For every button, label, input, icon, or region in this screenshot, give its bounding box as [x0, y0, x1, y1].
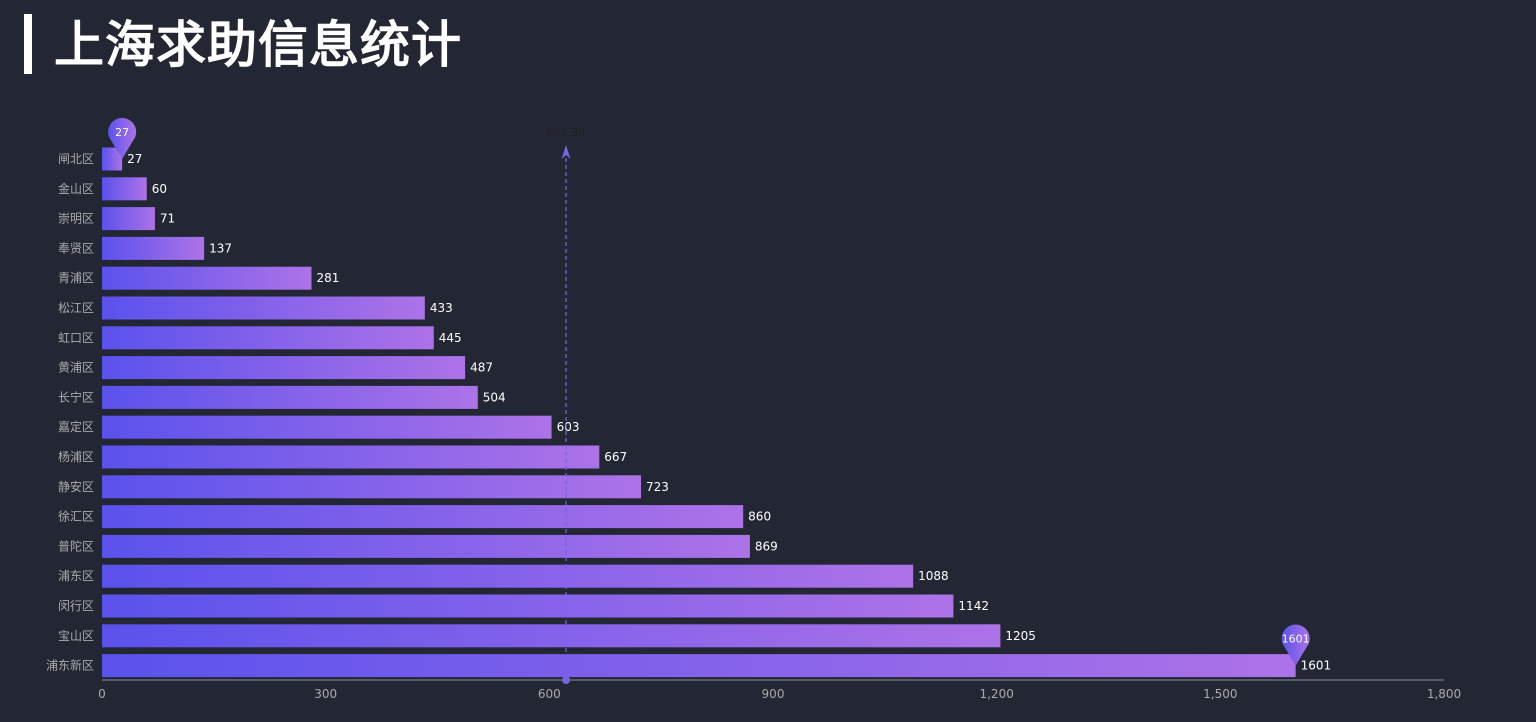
category-label: 静安区 [58, 479, 94, 494]
mark-points: 27 1601 [108, 117, 1310, 666]
average-line-arrow [561, 145, 571, 159]
value-label: 1142 [958, 599, 989, 613]
category-label: 杨浦区 [58, 449, 94, 464]
bar [102, 534, 750, 558]
value-label: 71 [160, 212, 175, 226]
category-label: 徐汇区 [58, 509, 94, 524]
category-label: 长宁区 [58, 389, 94, 404]
bar [102, 207, 155, 231]
value-label: 667 [604, 450, 627, 464]
x-tick-label: 900 [762, 687, 785, 701]
bar [102, 147, 123, 171]
x-axis: 0 300 600 900 1,200 1,500 1,800 [98, 679, 1461, 701]
value-label: 281 [317, 271, 340, 285]
bar [102, 326, 434, 350]
value-label: 603 [557, 420, 580, 434]
x-tick-label: 1,500 [1203, 687, 1237, 701]
pin-shape [1281, 624, 1310, 666]
category-label: 浦东区 [58, 569, 94, 583]
mark-point-label: 1601 [1282, 633, 1310, 646]
page-title: 上海求助信息统计 [54, 16, 462, 74]
value-label: 445 [439, 331, 462, 345]
average-line-group: 622.39 [547, 126, 586, 684]
bar [102, 236, 205, 260]
category-label: 金山区 [58, 181, 94, 196]
value-label: 869 [755, 539, 778, 553]
pin-shape [108, 117, 137, 159]
bar [102, 475, 642, 499]
category-axis-labels: 闸北区金山区崇明区奉贤区青浦区松江区虹口区黄浦区长宁区嘉定区杨浦区静安区徐汇区普… [46, 152, 94, 673]
x-tick-label: 300 [314, 687, 337, 701]
bar [102, 266, 312, 290]
average-line-label: 622.39 [547, 126, 586, 139]
bar [102, 415, 552, 439]
category-label: 虹口区 [58, 331, 94, 345]
bar-series [102, 147, 1296, 678]
value-labels: 27 60 71 137 281 433 445 487 504 603 667 723 860 869 1… [127, 152, 1331, 673]
bar [102, 505, 744, 529]
category-label: 闸北区 [58, 152, 94, 166]
bar [102, 445, 600, 469]
value-label: 433 [430, 301, 453, 315]
category-label: 闵行区 [58, 598, 94, 613]
value-label: 137 [209, 241, 232, 255]
category-label: 宝山区 [58, 629, 94, 643]
bar [102, 177, 147, 201]
title-accent-bar [24, 14, 32, 74]
mark-point-label: 27 [115, 126, 129, 139]
mark-point-pin: 27 [108, 117, 137, 159]
bar [102, 654, 1296, 678]
x-tick-label: 1,800 [1427, 687, 1461, 701]
category-label: 黄浦区 [58, 361, 94, 375]
bar [102, 624, 1001, 648]
value-label: 60 [152, 182, 167, 196]
category-label: 松江区 [58, 301, 94, 315]
category-label: 崇明区 [58, 212, 94, 226]
bar [102, 594, 954, 618]
bar [102, 385, 478, 409]
value-label: 1601 [1301, 659, 1332, 673]
category-label: 浦东新区 [46, 658, 94, 673]
value-label: 1088 [918, 569, 949, 583]
x-tick-label: 0 [98, 687, 106, 701]
value-label: 504 [483, 390, 506, 404]
x-tick-label: 600 [538, 687, 561, 701]
category-label: 普陀区 [58, 538, 94, 553]
x-tick-label: 1,200 [979, 687, 1013, 701]
category-label: 青浦区 [58, 271, 94, 285]
bar [102, 356, 466, 380]
value-label: 1205 [1005, 629, 1036, 643]
category-label: 奉贤区 [58, 241, 94, 255]
value-label: 723 [646, 480, 669, 494]
value-label: 487 [470, 361, 493, 375]
category-label: 嘉定区 [58, 419, 94, 434]
bar [102, 296, 425, 320]
value-label: 27 [127, 152, 142, 166]
bar [102, 564, 914, 588]
average-line-start-dot [562, 676, 571, 684]
value-label: 860 [748, 510, 771, 524]
mark-point-pin: 1601 [1281, 624, 1310, 666]
